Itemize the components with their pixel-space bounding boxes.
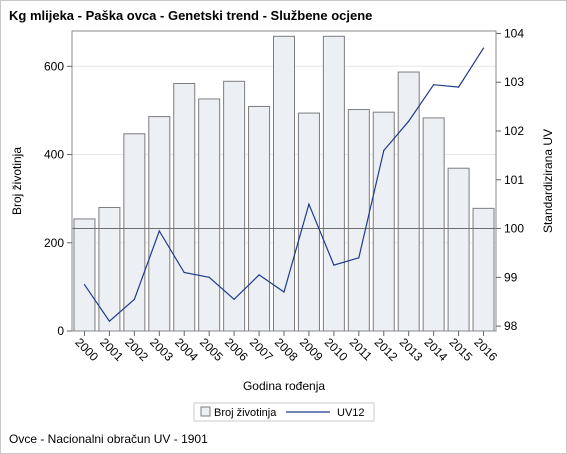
bar xyxy=(347,109,370,332)
uv12-point xyxy=(283,291,285,293)
chart-title: Kg mlijeka - Paška ovca - Genetski trend… xyxy=(9,8,373,23)
uv12-point xyxy=(433,84,435,86)
line-series xyxy=(83,47,485,323)
y-right-tick-label: 100 xyxy=(504,222,524,236)
x-tick-label: 2006 xyxy=(222,335,251,364)
bar xyxy=(248,105,271,332)
y-right-tick-label: 103 xyxy=(504,75,524,89)
x-tick-label: 2001 xyxy=(97,335,126,364)
y-right-tick-label: 104 xyxy=(504,26,524,40)
x-tick-label: 2013 xyxy=(397,335,426,364)
bar xyxy=(422,117,445,332)
x-tick-label: 2007 xyxy=(247,335,276,364)
legend-bar-swatch xyxy=(200,406,211,417)
x-tick-label: 2009 xyxy=(297,335,326,364)
uv12-point xyxy=(408,120,410,122)
y-left-tick-label: 600 xyxy=(44,59,64,73)
uv12-point xyxy=(258,274,260,276)
uv12-point xyxy=(333,264,335,266)
uv12-point xyxy=(158,230,160,232)
bar xyxy=(98,206,121,332)
x-tick-label: 2016 xyxy=(471,335,500,364)
y-right-tick-label: 99 xyxy=(504,270,518,284)
bar xyxy=(148,116,171,332)
x-tick-label: 2000 xyxy=(72,335,101,364)
y-left-tick-label: 400 xyxy=(44,148,64,162)
uv12-point xyxy=(358,257,360,259)
y-right-tick-label: 98 xyxy=(504,319,518,333)
legend-bar-label: Broj životinja xyxy=(214,407,277,419)
x-tick-label: 2012 xyxy=(372,335,401,364)
bar xyxy=(198,98,221,332)
x-tick-label: 2014 xyxy=(422,335,451,364)
x-tick-label: 2011 xyxy=(347,335,375,363)
uv12-point xyxy=(183,271,185,274)
bar xyxy=(472,207,495,332)
x-tick-label: 2015 xyxy=(446,335,475,364)
bar xyxy=(73,218,96,332)
y-axis-left-label: Broj životinja xyxy=(10,147,24,215)
bar xyxy=(447,167,470,332)
legend: Broj životinja UV12 xyxy=(193,402,375,422)
bar xyxy=(173,83,196,332)
y-left-tick-label: 200 xyxy=(44,236,64,250)
uv12-point xyxy=(108,320,111,322)
footnote: Ovce - Nacionalni obračun UV - 1901 xyxy=(9,432,208,446)
x-tick-label: 2008 xyxy=(272,335,301,364)
x-tick-label: 2004 xyxy=(172,335,201,364)
bar xyxy=(123,133,146,332)
y-right-tick-label: 101 xyxy=(504,173,524,187)
uv12-point xyxy=(482,47,485,49)
y-right-tick-label: 102 xyxy=(504,124,524,138)
uv12-point xyxy=(83,284,86,286)
uv12-point xyxy=(383,149,385,152)
x-tick-label: 2005 xyxy=(197,335,226,364)
uv12-point xyxy=(308,203,310,205)
uv12-point xyxy=(133,298,135,300)
uv12-point xyxy=(208,276,210,278)
legend-line-label: UV12 xyxy=(337,407,365,419)
x-tick-label: 2002 xyxy=(122,335,151,364)
x-tick-label: 2003 xyxy=(147,335,176,364)
uv12-point xyxy=(457,86,460,88)
bar-series xyxy=(73,35,495,332)
y-axis-right-label: Standardizirana UV xyxy=(541,129,555,233)
x-tick-label: 2010 xyxy=(322,335,351,364)
uv12-point xyxy=(233,298,235,300)
y-left-tick-label: 0 xyxy=(57,324,64,338)
legend-box xyxy=(193,402,375,422)
bar xyxy=(372,111,395,332)
x-axis-label: Godina rođenja xyxy=(243,379,325,393)
bar xyxy=(322,35,345,332)
